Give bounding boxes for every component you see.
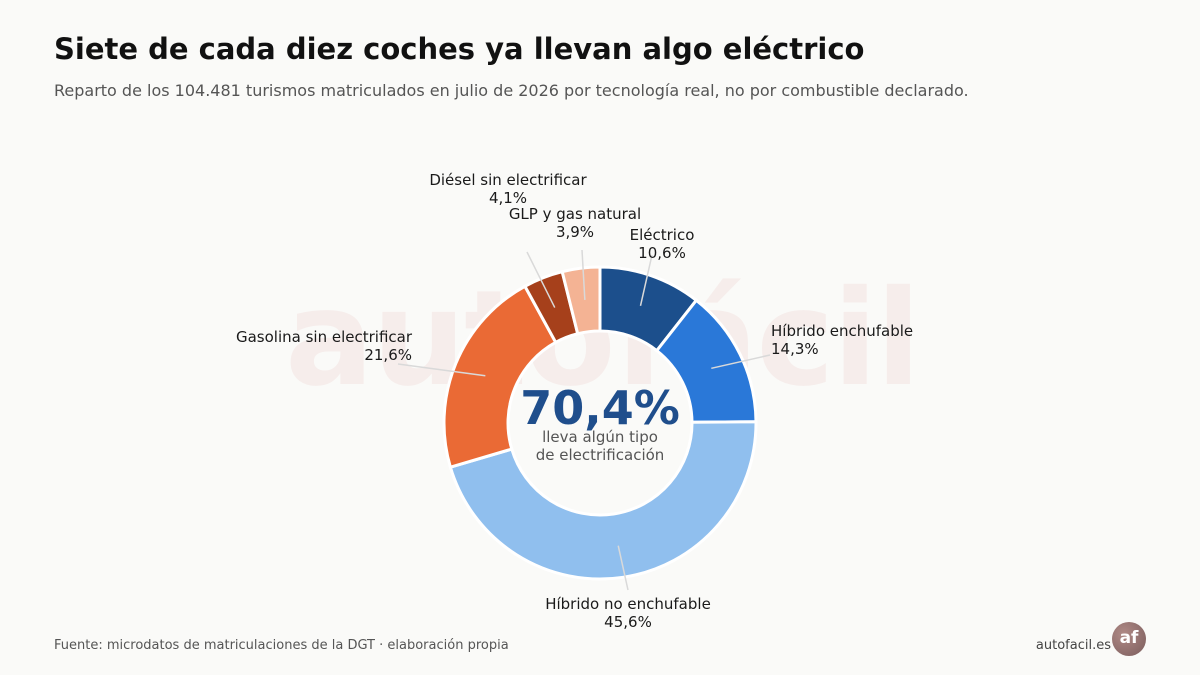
slice-label: Diésel sin electrificar [429, 171, 587, 189]
chart-title: Siete de cada diez coches ya llevan algo… [54, 32, 865, 66]
label-leader-lines [397, 249, 771, 591]
source-note: Fuente: microdatos de matriculaciones de… [54, 638, 509, 653]
slice-value-label: 10,6% [638, 244, 686, 262]
slice-value-label: 45,6% [604, 613, 652, 631]
slice-híbrido-no-enchufable [448, 420, 758, 581]
slice-label: Eléctrico [630, 226, 695, 244]
chart-subtitle: Reparto de los 104.481 turismos matricul… [54, 81, 969, 100]
donut-slices [442, 265, 758, 581]
leader-line [526, 251, 556, 308]
slice-label: GLP y gas natural [509, 205, 641, 223]
slice-label: Híbrido enchufable [771, 322, 913, 340]
brand-link[interactable]: autofacil.es [1035, 638, 1111, 653]
slice-value-label: 4,1% [489, 189, 527, 207]
slice-gasolina-sin-electrificar [442, 284, 558, 470]
slice-value-label: 21,6% [364, 346, 412, 364]
slice-label: Gasolina sin electrificar [236, 328, 413, 346]
leader-line [397, 363, 486, 377]
slice-value-label: 3,9% [556, 223, 594, 241]
slice-label: Híbrido no enchufable [545, 595, 711, 613]
center-value: 70,4% [520, 381, 680, 435]
leader-line [639, 254, 653, 306]
leader-line [711, 354, 771, 370]
center-caption-line2: de electrificación [536, 446, 665, 464]
leader-line [581, 249, 586, 300]
center-caption-line1: lleva algún tipo [542, 428, 658, 446]
leader-line [617, 545, 629, 591]
brand-logo: af [1112, 622, 1146, 656]
slice-value-label: 14,3% [771, 340, 819, 358]
slice-glp-y-gas-natural [560, 265, 602, 336]
